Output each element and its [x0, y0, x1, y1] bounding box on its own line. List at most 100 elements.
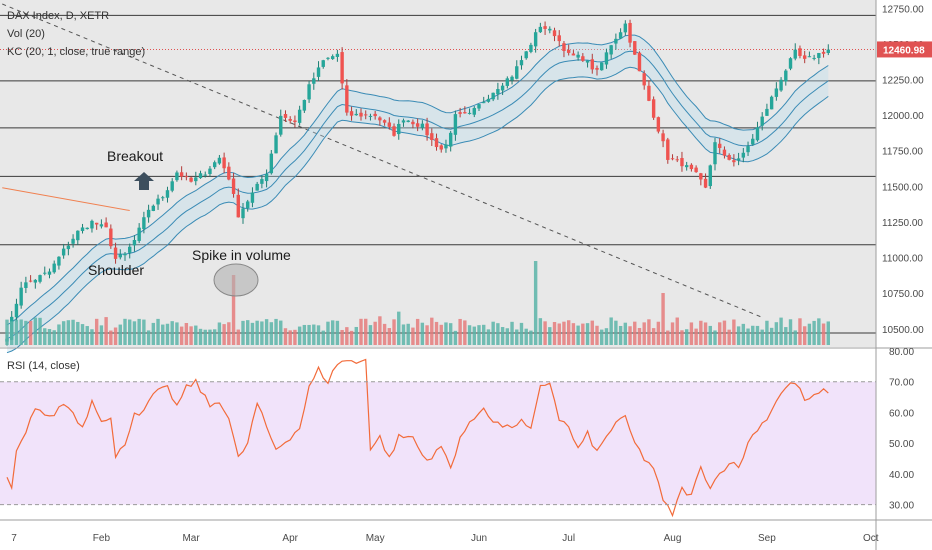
candle-body [387, 122, 392, 127]
volume-bar [179, 326, 184, 345]
candle-body [170, 181, 174, 191]
volume-bar [557, 323, 561, 345]
candle-body [364, 114, 368, 116]
volume-bar [415, 318, 420, 345]
time-axis-tick-label: Feb [93, 533, 111, 544]
volume-bar [293, 329, 297, 345]
candle-body [132, 240, 137, 246]
volume-bar [401, 324, 406, 345]
candle-body [241, 208, 245, 219]
volume-bar [477, 325, 481, 345]
candle-body [609, 45, 613, 55]
candle-body [562, 43, 566, 51]
candle-body [760, 116, 764, 126]
volume-bar [482, 324, 486, 345]
candle-body [14, 303, 19, 318]
volume-legend: Vol (20) [7, 28, 45, 40]
volume-bar [774, 322, 779, 345]
candle-body [425, 123, 429, 136]
volume-bar [227, 322, 231, 345]
candle-body [330, 56, 335, 60]
candle-body [113, 247, 118, 259]
volume-bar [24, 320, 28, 345]
volume-bar [302, 324, 307, 345]
volume-bar [387, 328, 392, 345]
price-pane[interactable] [0, 0, 876, 347]
candle-body [548, 28, 552, 31]
volume-bar [99, 325, 104, 345]
volume-bar [590, 320, 594, 345]
volume-bar [769, 327, 774, 345]
volume-bar [746, 328, 750, 345]
candle-body [161, 197, 165, 199]
candle-body [581, 56, 585, 61]
volume-bar [194, 325, 198, 345]
candle-body [505, 78, 510, 86]
candle-body [326, 57, 330, 59]
candle-body [821, 51, 826, 54]
volume-bar [359, 318, 363, 345]
volume-bar [246, 320, 250, 345]
candle-body [751, 138, 755, 145]
volume-bar [515, 329, 519, 345]
candle-body [24, 282, 28, 288]
candle-body [198, 173, 203, 179]
volume-bar [307, 324, 311, 345]
price-axis-tick-label: 11250.00 [882, 218, 923, 229]
volume-bar [354, 326, 358, 345]
candle-body [439, 145, 443, 150]
volume-bar [208, 329, 212, 345]
time-axis-tick-label: Oct [863, 533, 879, 544]
candle-body [600, 62, 604, 71]
volume-bar [675, 317, 679, 345]
volume-bar [392, 319, 396, 345]
candle-body [208, 168, 212, 175]
candle-body [47, 271, 52, 275]
volume-bar [118, 324, 122, 345]
candle-body [203, 174, 207, 176]
volume-bar [453, 330, 458, 345]
candle-body [694, 167, 698, 173]
volume-bar [364, 318, 368, 345]
candle-body [80, 227, 85, 232]
candle-body [708, 165, 712, 187]
volume-bar [326, 321, 330, 345]
candle-body [486, 98, 491, 102]
breakout-label: Breakout [107, 148, 163, 164]
volume-bar [113, 327, 118, 345]
candle-body [354, 113, 358, 116]
candle-body [293, 120, 297, 123]
volume-bar [104, 317, 108, 345]
volume-bar [732, 319, 736, 345]
volume-bar [61, 321, 66, 345]
volume-bar [47, 329, 52, 345]
candle-body [618, 32, 623, 39]
candle-body [411, 121, 415, 125]
rsi-axis-tick-label: 40.00 [889, 470, 914, 481]
volume-bar [189, 326, 193, 345]
candle-body [571, 53, 576, 56]
volume-bar [316, 325, 321, 345]
volume-bar [203, 329, 207, 345]
volume-bar [684, 329, 689, 345]
volume-bar [57, 324, 61, 345]
candle-body [666, 139, 670, 160]
volume-bar [33, 317, 38, 345]
volume-bar [633, 321, 637, 345]
candle-body [274, 135, 278, 154]
candle-body [236, 194, 240, 218]
volume-bar [212, 329, 217, 345]
candle-body [71, 238, 75, 244]
volume-spike-label: Spike in volume [192, 247, 291, 263]
candle-body [397, 123, 401, 135]
candle-body [722, 149, 727, 156]
candle-body [212, 162, 217, 168]
candle-body [434, 138, 439, 148]
volume-bar [128, 319, 132, 345]
candle-body [472, 108, 476, 115]
volume-bar [817, 318, 821, 345]
candle-body [415, 123, 420, 127]
candle-body [774, 88, 779, 97]
candle-body [515, 66, 519, 79]
